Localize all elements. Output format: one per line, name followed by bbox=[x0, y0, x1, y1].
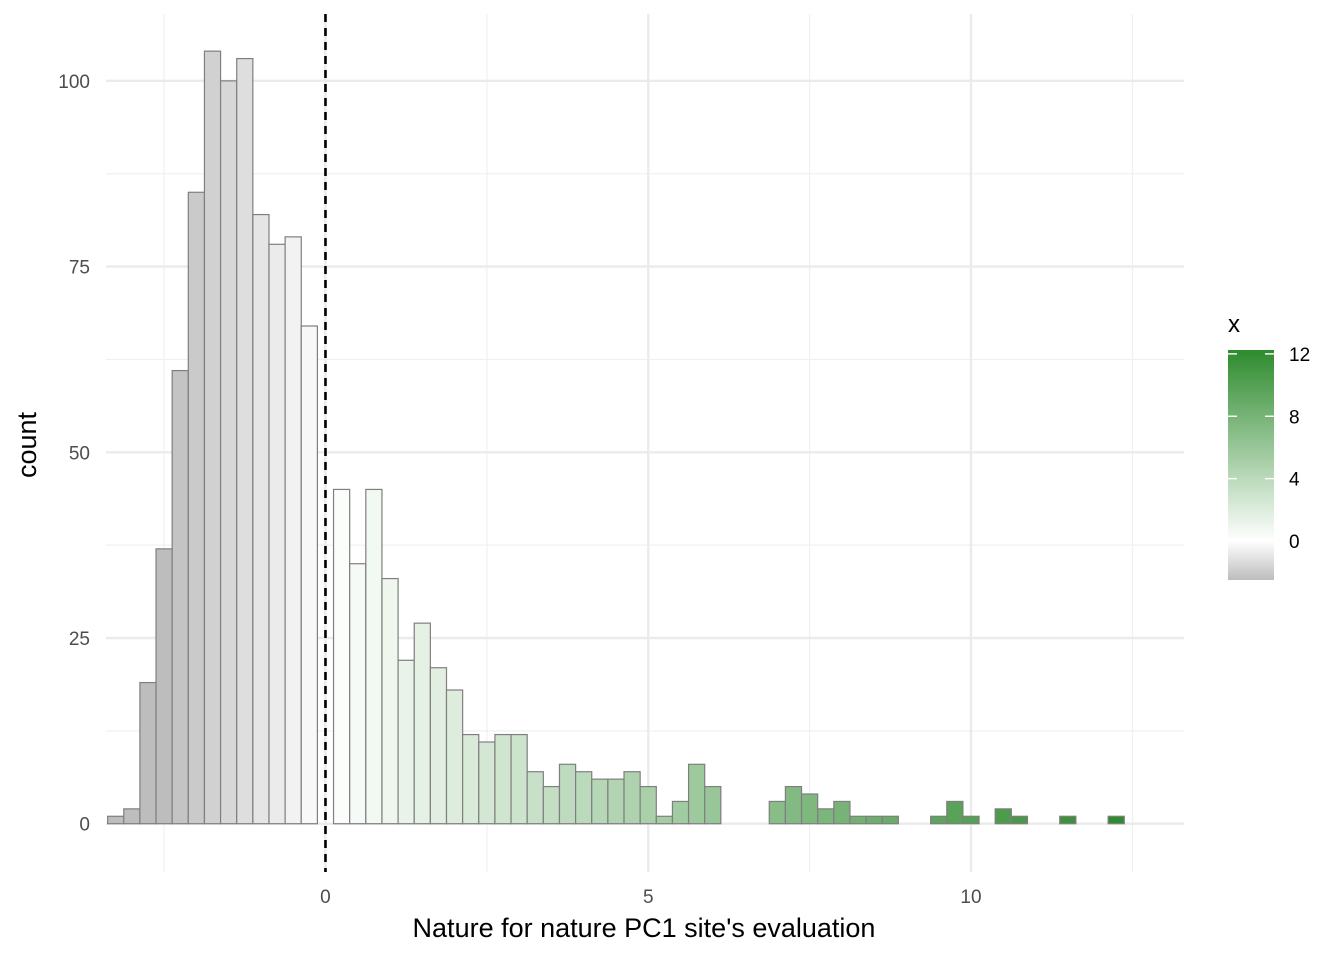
histogram-bar bbox=[655, 815, 674, 825]
histogram-bar bbox=[349, 563, 367, 825]
legend-label: 0 bbox=[1289, 532, 1300, 553]
x-axis-title: Nature for nature PC1 site's evaluation bbox=[413, 913, 876, 943]
histogram-bar bbox=[881, 815, 899, 825]
histogram-bars bbox=[107, 50, 1125, 825]
histogram-bar bbox=[607, 778, 625, 825]
histogram-bar bbox=[849, 815, 867, 825]
histogram-bar bbox=[784, 785, 803, 825]
histogram-bar bbox=[397, 659, 415, 825]
histogram-bar bbox=[462, 733, 480, 825]
histogram-bar bbox=[817, 808, 835, 825]
histogram-bar bbox=[962, 815, 980, 825]
histogram-bar bbox=[139, 681, 157, 825]
histogram-bar bbox=[107, 815, 125, 825]
histogram-bar bbox=[930, 815, 948, 825]
histogram-bar bbox=[1059, 815, 1077, 825]
histogram-bar bbox=[865, 815, 883, 825]
histogram-bar bbox=[510, 733, 528, 825]
histogram-bar bbox=[558, 763, 577, 825]
histogram-bar bbox=[575, 771, 593, 825]
x-tick-label: 0 bbox=[320, 887, 331, 908]
x-tick-label: 5 bbox=[643, 887, 654, 908]
histogram-bar bbox=[671, 800, 690, 825]
y-tick-label: 50 bbox=[69, 443, 90, 464]
histogram-bar bbox=[123, 808, 141, 825]
histogram-bar bbox=[219, 80, 238, 825]
legend-ticks: 0 4 8 12 bbox=[1228, 345, 1310, 553]
fill-legend: x 0 4 8 12 bbox=[1228, 311, 1310, 580]
histogram-bar bbox=[623, 771, 641, 825]
histogram-bar bbox=[171, 369, 189, 825]
legend-label: 8 bbox=[1289, 407, 1300, 428]
histogram-bar bbox=[1107, 815, 1125, 825]
histogram-bar bbox=[768, 800, 786, 825]
histogram-bar bbox=[800, 793, 819, 825]
histogram-bar bbox=[413, 622, 431, 825]
histogram-bar bbox=[187, 191, 206, 825]
y-tick-label: 100 bbox=[58, 72, 90, 93]
y-tick-label: 25 bbox=[69, 629, 90, 650]
histogram-bar bbox=[994, 808, 1012, 825]
histogram-bar bbox=[429, 667, 448, 825]
histogram-bar bbox=[203, 50, 222, 825]
histogram-bar bbox=[252, 213, 270, 825]
histogram-bar bbox=[300, 325, 319, 825]
histogram-bar bbox=[687, 763, 706, 825]
histogram-bar bbox=[833, 800, 851, 825]
histogram-bar bbox=[946, 800, 964, 825]
histogram-bar bbox=[1010, 815, 1029, 825]
legend-label: 4 bbox=[1289, 470, 1300, 491]
histogram-bar bbox=[268, 243, 286, 825]
histogram-bar bbox=[445, 689, 464, 825]
legend-colorbar bbox=[1228, 350, 1274, 580]
x-tick-label: 10 bbox=[960, 887, 981, 908]
histogram-bar bbox=[591, 778, 609, 825]
y-tick-label: 75 bbox=[69, 258, 90, 279]
histogram-bar bbox=[284, 236, 302, 825]
histogram-bar bbox=[526, 771, 544, 825]
histogram-bar bbox=[478, 741, 496, 825]
y-axis-title: count bbox=[12, 411, 42, 478]
y-tick-label: 0 bbox=[79, 815, 90, 836]
x-axis-ticks: 0 5 10 bbox=[320, 887, 981, 908]
legend-label: 12 bbox=[1289, 345, 1310, 366]
histogram-bar bbox=[236, 57, 254, 825]
histogram-bar bbox=[332, 488, 351, 825]
legend-title: x bbox=[1228, 311, 1240, 338]
histogram-bar bbox=[365, 488, 383, 825]
histogram-bar bbox=[381, 577, 399, 825]
y-axis-ticks: 0 25 50 75 100 bbox=[58, 72, 90, 836]
histogram-bar bbox=[494, 733, 512, 825]
histogram-bar bbox=[639, 785, 657, 825]
histogram-bar bbox=[704, 785, 722, 825]
histogram-bar bbox=[155, 548, 173, 825]
histogram-bar bbox=[542, 785, 561, 825]
